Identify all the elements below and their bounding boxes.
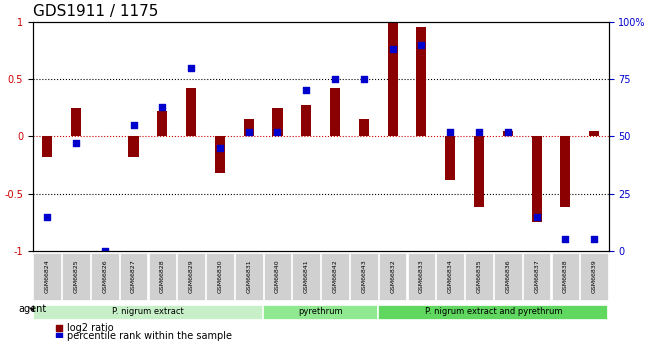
Text: GSM66836: GSM66836 xyxy=(505,259,510,293)
Point xyxy=(330,76,341,82)
Point xyxy=(560,237,571,242)
Point xyxy=(387,47,398,52)
Text: GSM66829: GSM66829 xyxy=(188,259,194,293)
FancyBboxPatch shape xyxy=(33,254,61,300)
Bar xyxy=(417,28,426,136)
Point xyxy=(589,237,599,242)
Point xyxy=(416,42,426,47)
Text: GSM66830: GSM66830 xyxy=(217,259,222,293)
Bar xyxy=(474,136,484,207)
FancyBboxPatch shape xyxy=(379,254,406,300)
Bar xyxy=(445,136,455,180)
FancyBboxPatch shape xyxy=(436,254,464,300)
Point xyxy=(359,76,369,82)
Point xyxy=(502,129,513,135)
FancyBboxPatch shape xyxy=(350,254,378,300)
Bar xyxy=(359,119,369,136)
Point xyxy=(42,214,53,219)
Text: GSM66826: GSM66826 xyxy=(102,259,107,293)
Point xyxy=(474,129,484,135)
FancyBboxPatch shape xyxy=(62,254,90,300)
Text: GSM66839: GSM66839 xyxy=(592,259,597,293)
Text: GSM66833: GSM66833 xyxy=(419,259,424,293)
Text: GSM66840: GSM66840 xyxy=(275,259,280,293)
Text: GSM66841: GSM66841 xyxy=(304,259,309,293)
Point xyxy=(128,122,138,128)
Text: GSM66831: GSM66831 xyxy=(246,259,251,293)
Bar xyxy=(387,22,398,136)
Bar xyxy=(215,136,225,173)
FancyBboxPatch shape xyxy=(264,254,291,300)
Point xyxy=(272,129,283,135)
Text: GSM66825: GSM66825 xyxy=(73,259,79,293)
Bar xyxy=(589,130,599,136)
Text: GSM66835: GSM66835 xyxy=(476,259,482,293)
Text: percentile rank within the sample: percentile rank within the sample xyxy=(68,331,232,341)
Text: GSM66834: GSM66834 xyxy=(448,259,453,293)
Bar xyxy=(560,136,571,207)
Bar xyxy=(42,136,52,157)
FancyBboxPatch shape xyxy=(148,254,176,300)
FancyBboxPatch shape xyxy=(408,254,436,300)
Bar xyxy=(244,119,254,136)
Text: GSM66837: GSM66837 xyxy=(534,259,539,293)
Text: log2 ratio: log2 ratio xyxy=(68,324,114,334)
FancyBboxPatch shape xyxy=(523,254,551,300)
Text: P. nigrum extract: P. nigrum extract xyxy=(112,307,184,316)
Point xyxy=(99,248,110,254)
FancyBboxPatch shape xyxy=(177,254,205,300)
Text: GDS1911 / 1175: GDS1911 / 1175 xyxy=(32,4,158,19)
Bar xyxy=(532,136,541,222)
FancyBboxPatch shape xyxy=(465,254,493,300)
FancyBboxPatch shape xyxy=(120,254,148,300)
Bar xyxy=(129,136,138,157)
FancyBboxPatch shape xyxy=(552,254,579,300)
Point xyxy=(71,140,81,146)
FancyBboxPatch shape xyxy=(263,305,377,319)
Text: GSM66838: GSM66838 xyxy=(563,259,568,293)
FancyBboxPatch shape xyxy=(321,254,349,300)
Text: GSM66828: GSM66828 xyxy=(160,259,165,293)
Bar xyxy=(157,111,167,136)
FancyBboxPatch shape xyxy=(206,254,234,300)
Text: P. nigrum extract and pyrethrum: P. nigrum extract and pyrethrum xyxy=(424,307,562,316)
Text: GSM66842: GSM66842 xyxy=(333,259,337,293)
Point xyxy=(53,333,64,338)
Bar xyxy=(71,108,81,136)
Text: GSM66843: GSM66843 xyxy=(361,259,367,293)
Point xyxy=(157,104,168,109)
Point xyxy=(532,214,542,219)
Bar xyxy=(186,88,196,136)
Text: GSM66824: GSM66824 xyxy=(45,259,49,293)
FancyBboxPatch shape xyxy=(378,305,607,319)
Bar xyxy=(301,105,311,136)
Point xyxy=(53,326,64,331)
Text: GSM66827: GSM66827 xyxy=(131,259,136,293)
Point xyxy=(244,129,254,135)
FancyBboxPatch shape xyxy=(580,254,608,300)
FancyBboxPatch shape xyxy=(494,254,522,300)
Text: GSM66832: GSM66832 xyxy=(390,259,395,293)
FancyBboxPatch shape xyxy=(32,305,262,319)
Text: agent: agent xyxy=(18,304,47,314)
FancyBboxPatch shape xyxy=(91,254,118,300)
Bar xyxy=(330,88,340,136)
Point xyxy=(214,145,225,150)
Point xyxy=(445,129,456,135)
Text: pyrethrum: pyrethrum xyxy=(298,307,343,316)
FancyBboxPatch shape xyxy=(235,254,263,300)
FancyBboxPatch shape xyxy=(292,254,320,300)
Point xyxy=(301,88,311,93)
Bar xyxy=(503,130,513,136)
Point xyxy=(186,65,196,70)
Bar xyxy=(272,108,283,136)
